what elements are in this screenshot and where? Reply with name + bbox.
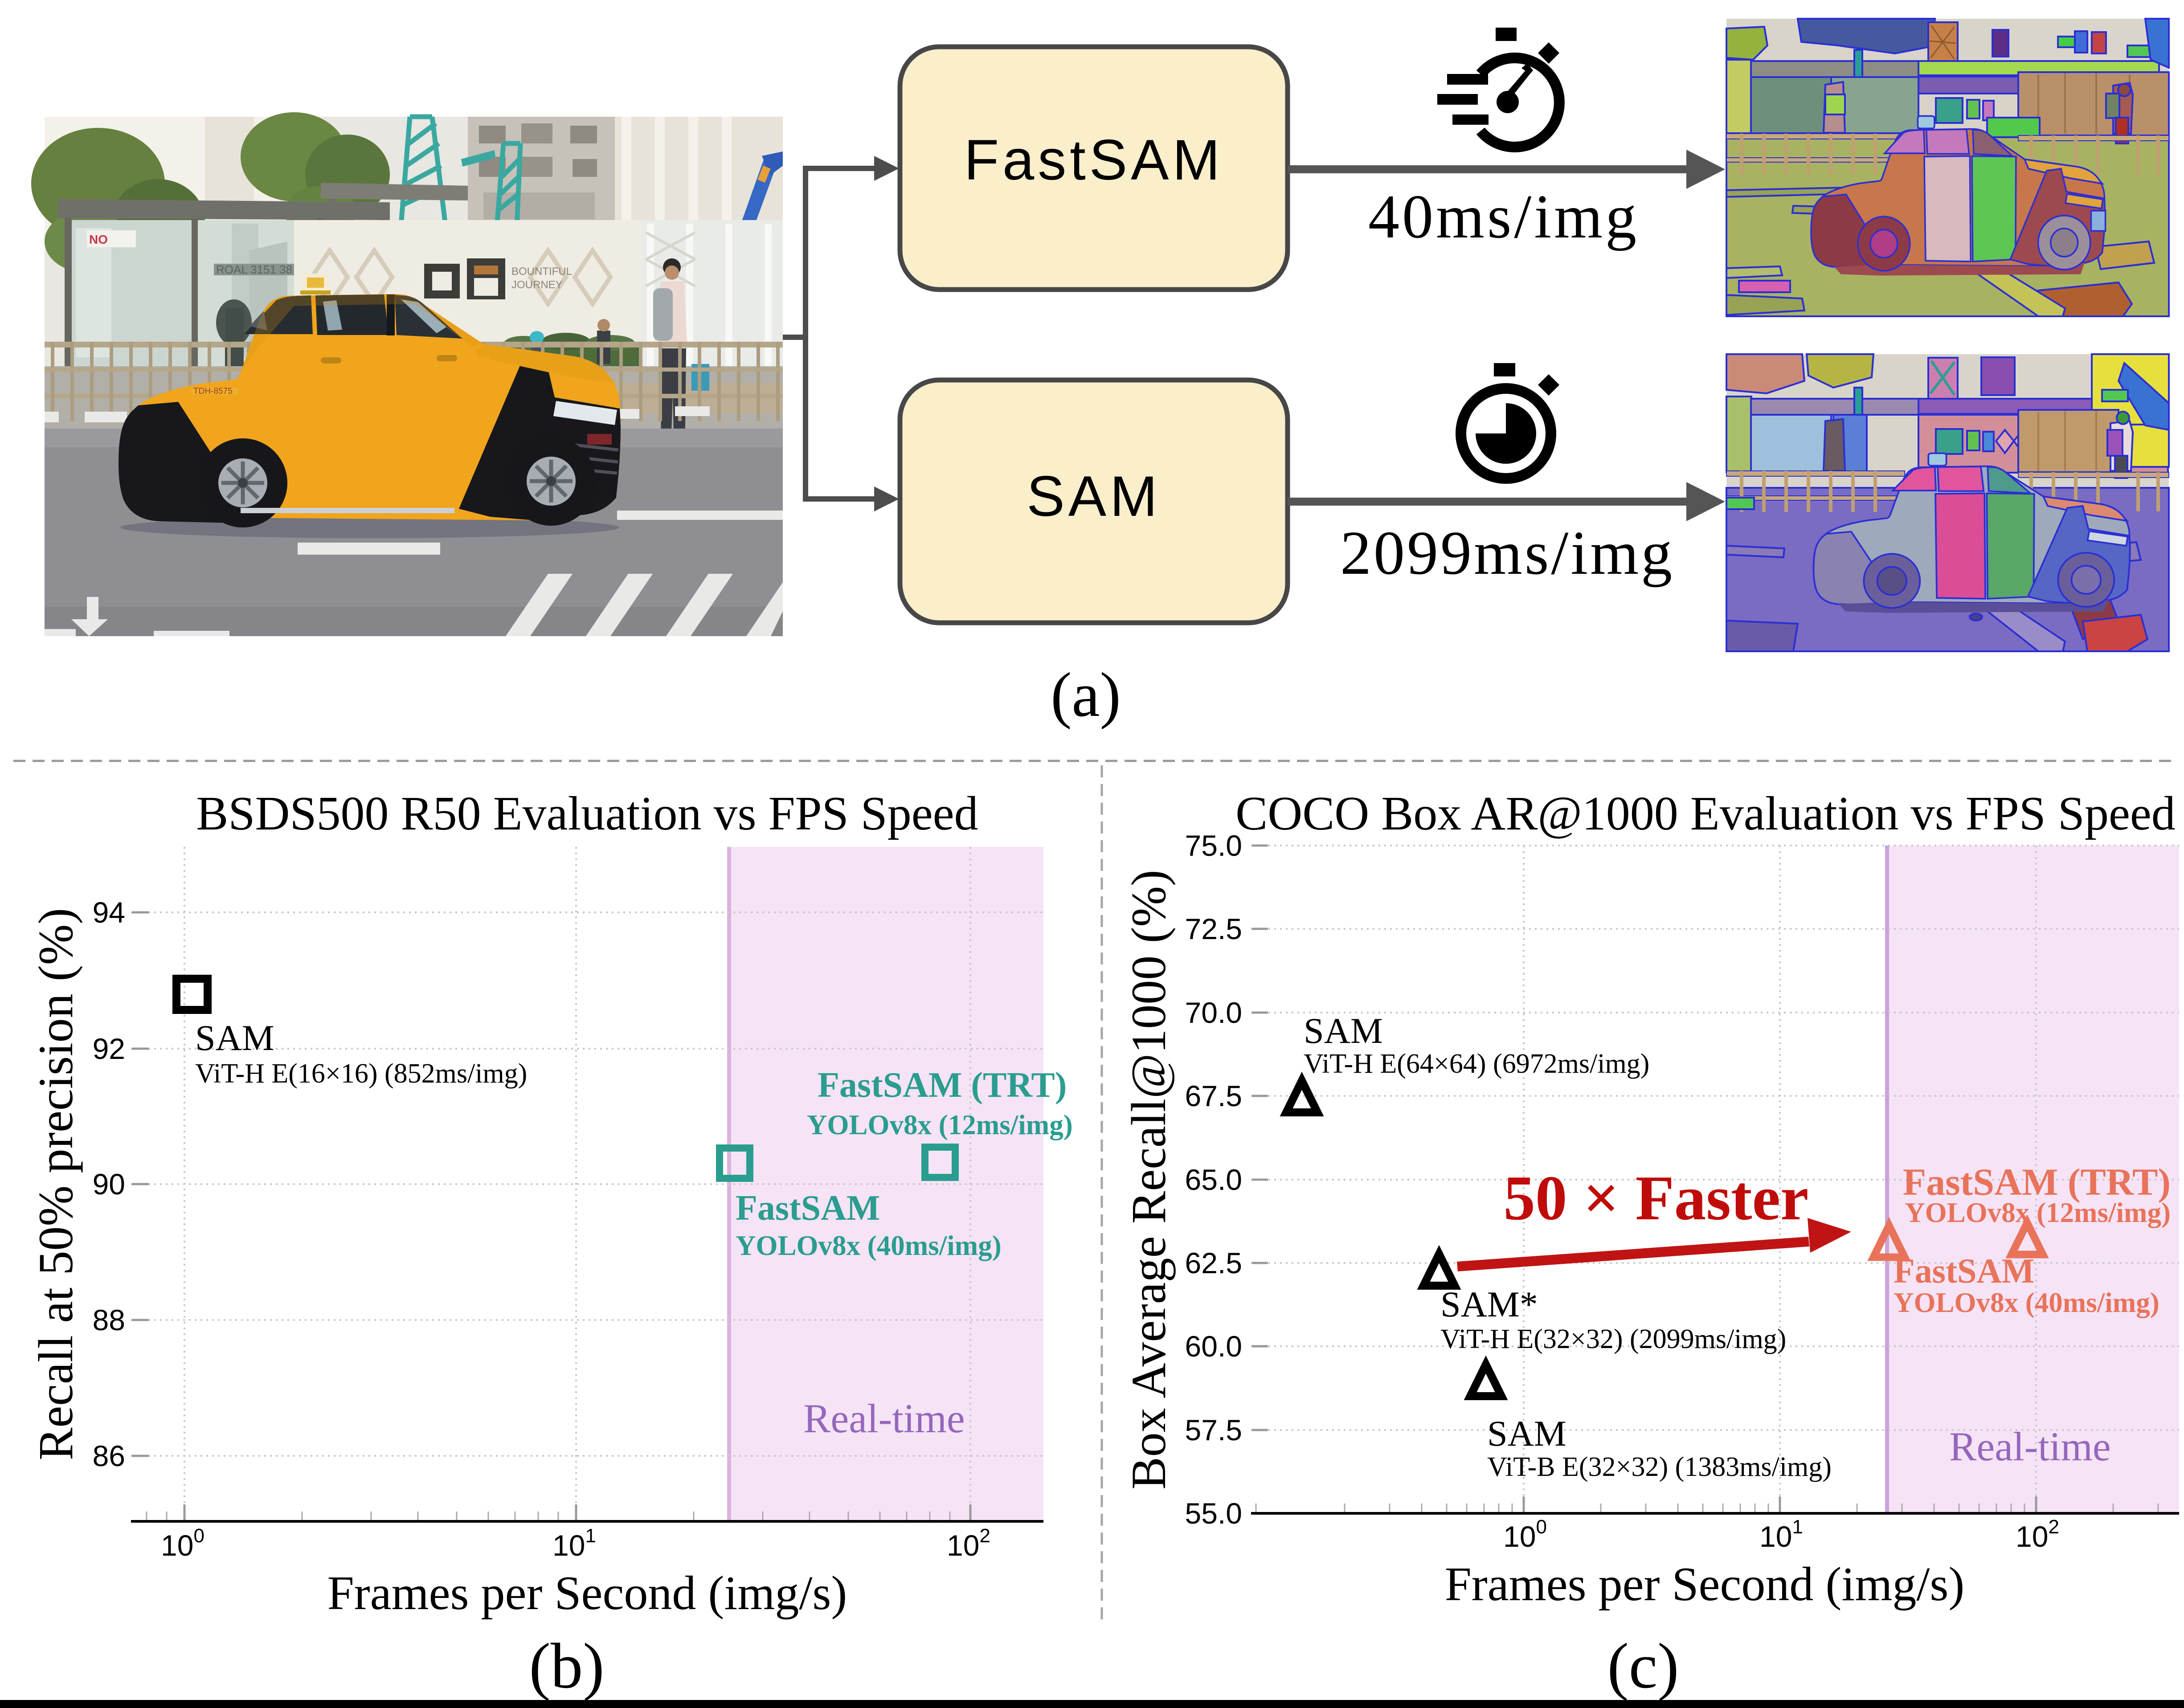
svg-text:ViT-H E(64×64) (6972ms/img): ViT-H E(64×64) (6972ms/img) — [1304, 1049, 1649, 1079]
svg-text:102: 102 — [2016, 1516, 2059, 1553]
svg-text:FastSAM (TRT): FastSAM (TRT) — [818, 1066, 1067, 1105]
svg-text:SAM: SAM — [1487, 1413, 1566, 1454]
svg-text:(c): (c) — [1607, 1630, 1679, 1702]
svg-text:JOURNEY: JOURNEY — [511, 279, 563, 291]
svg-text:94: 94 — [93, 896, 125, 929]
svg-text:88: 88 — [93, 1303, 125, 1336]
svg-text:65.0: 65.0 — [1185, 1163, 1242, 1196]
svg-text:101: 101 — [552, 1525, 596, 1562]
svg-text:50 × Faster: 50 × Faster — [1503, 1163, 1808, 1233]
svg-text:ViT-B E(32×32) (1383ms/img): ViT-B E(32×32) (1383ms/img) — [1487, 1452, 1832, 1482]
svg-text:100: 100 — [1503, 1516, 1547, 1553]
svg-text:2099ms/img: 2099ms/img — [1340, 519, 1674, 588]
svg-text:YOLOv8x (40ms/img): YOLOv8x (40ms/img) — [736, 1230, 1002, 1261]
svg-text:ROAL 3151 38: ROAL 3151 38 — [216, 263, 292, 276]
svg-text:BSDS500 R50 Evaluation vs FPS: BSDS500 R50 Evaluation vs FPS Speed — [196, 787, 978, 840]
svg-text:72.5: 72.5 — [1185, 912, 1242, 945]
svg-text:FastSAM (TRT): FastSAM (TRT) — [1903, 1160, 2171, 1203]
svg-text:Recall at 50% precision (%): Recall at 50% precision (%) — [29, 908, 83, 1460]
svg-text:(b): (b) — [529, 1630, 604, 1702]
svg-text:YOLOv8x (12ms/img): YOLOv8x (12ms/img) — [1905, 1197, 2171, 1228]
svg-text:100: 100 — [161, 1525, 204, 1562]
svg-text:ViT-H E(16×16) (852ms/img): ViT-H E(16×16) (852ms/img) — [195, 1058, 527, 1089]
svg-text:57.5: 57.5 — [1185, 1414, 1242, 1446]
svg-text:Real-time: Real-time — [1949, 1424, 2111, 1469]
svg-text:SAM: SAM — [1304, 1010, 1383, 1051]
svg-text:Box Average Recall@1000 (%): Box Average Recall@1000 (%) — [1121, 870, 1176, 1489]
svg-text:NO: NO — [89, 233, 108, 246]
svg-text:40ms/img: 40ms/img — [1368, 182, 1639, 251]
svg-text:BOUNTIFUL: BOUNTIFUL — [511, 266, 572, 278]
svg-text:55.0: 55.0 — [1185, 1497, 1242, 1530]
svg-text:Frames per Second (img/s): Frames per Second (img/s) — [327, 1567, 847, 1620]
svg-text:SAM: SAM — [1027, 465, 1161, 528]
svg-text:YOLOv8x (12ms/img): YOLOv8x (12ms/img) — [807, 1109, 1073, 1140]
svg-text:92: 92 — [93, 1032, 125, 1065]
svg-text:90: 90 — [93, 1168, 125, 1201]
svg-text:Frames per Second (img/s): Frames per Second (img/s) — [1445, 1558, 1965, 1611]
svg-text:101: 101 — [1759, 1516, 1803, 1553]
svg-text:86: 86 — [93, 1439, 125, 1472]
svg-text:(a): (a) — [1051, 659, 1121, 730]
svg-text:102: 102 — [947, 1525, 990, 1562]
svg-text:TDH-8575: TDH-8575 — [193, 387, 233, 396]
svg-text:Real-time: Real-time — [803, 1396, 965, 1441]
svg-text:62.5: 62.5 — [1185, 1246, 1242, 1279]
svg-text:75.0: 75.0 — [1185, 829, 1242, 862]
svg-text:SAM: SAM — [195, 1017, 274, 1058]
svg-text:FastSAM: FastSAM — [736, 1189, 880, 1228]
svg-text:COCO Box AR@1000 Evaluation vs: COCO Box AR@1000 Evaluation vs FPS Speed — [1235, 787, 2176, 840]
svg-text:70.0: 70.0 — [1185, 996, 1242, 1029]
svg-text:67.5: 67.5 — [1185, 1079, 1242, 1112]
svg-text:FastSAM: FastSAM — [964, 128, 1223, 192]
svg-text:60.0: 60.0 — [1185, 1330, 1242, 1363]
svg-text:YOLOv8x (40ms/img): YOLOv8x (40ms/img) — [1894, 1287, 2159, 1318]
svg-text:SAM*: SAM* — [1440, 1284, 1538, 1324]
svg-text:ViT-H E(32×32) (2099ms/img): ViT-H E(32×32) (2099ms/img) — [1440, 1324, 1786, 1354]
svg-text:FastSAM: FastSAM — [1894, 1251, 2034, 1290]
